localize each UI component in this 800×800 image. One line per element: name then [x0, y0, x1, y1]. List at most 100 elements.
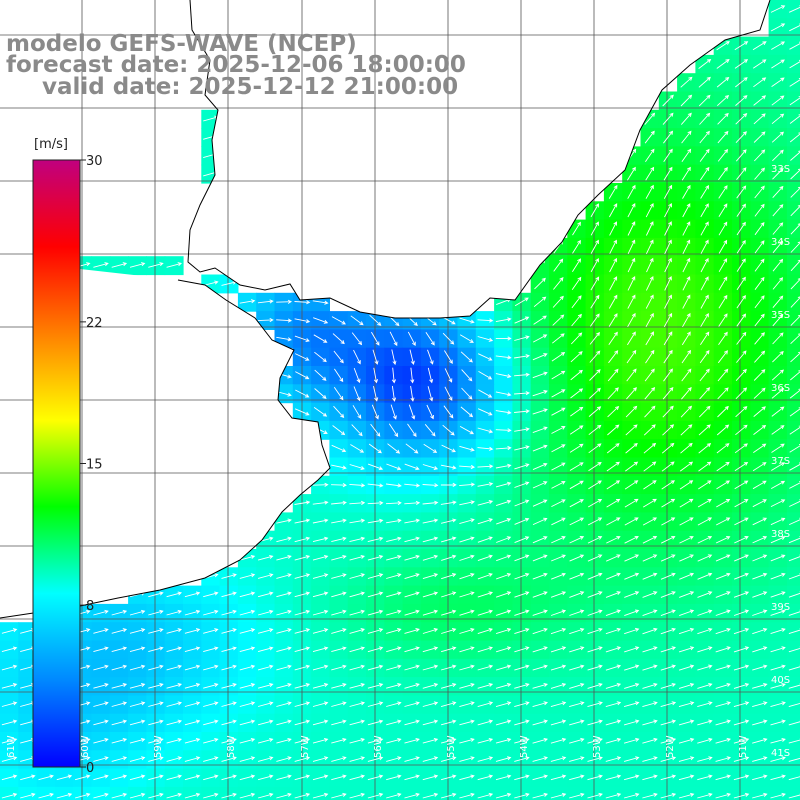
wind-arrow: [624, 480, 639, 490]
wind-arrow: [203, 646, 219, 653]
wind-arrow: [678, 646, 695, 653]
wind-arrow: [736, 313, 747, 327]
wind-arrow: [700, 185, 709, 199]
wind-arrow: [551, 554, 566, 562]
wind-arrow: [700, 239, 709, 254]
wind-arrow: [733, 682, 750, 689]
wind-arrow: [660, 646, 676, 653]
wind-arrow: [717, 350, 728, 364]
wind-arrow: [349, 609, 365, 616]
wind-arrow: [404, 554, 420, 561]
wind-arrow: [664, 294, 672, 309]
wind-arrow: [111, 609, 128, 616]
wind-arrow: [534, 277, 546, 290]
wind-arrow: [733, 591, 750, 598]
wind-arrow: [74, 774, 91, 781]
wind-arrow: [367, 591, 384, 598]
wind-arrow: [624, 682, 640, 689]
wind-arrow: [404, 500, 421, 505]
wind-arrow: [754, 240, 765, 254]
wind-arrow: [551, 572, 566, 580]
wind-arrow: [682, 239, 691, 255]
wind-arrow: [645, 312, 654, 328]
wind-arrow: [239, 573, 256, 579]
wind-arrow: [682, 184, 691, 199]
wind-arrow: [570, 369, 583, 381]
wind-arrow: [148, 792, 164, 799]
wind-arrow: [697, 737, 713, 744]
wind-arrow: [331, 464, 347, 470]
wind-arrow: [422, 646, 439, 653]
wind-arrow: [367, 774, 384, 781]
wind-arrow: [590, 203, 599, 218]
wind-arrow: [111, 756, 128, 762]
wind-arrow: [93, 646, 109, 653]
wind-arrow: [645, 294, 654, 309]
wind-arrow: [716, 424, 730, 436]
wind-arrow: [788, 756, 800, 762]
wind-arrow: [404, 682, 420, 689]
wind-arrow: [770, 792, 786, 799]
wind-arrow: [608, 184, 618, 199]
wind-arrow: [477, 318, 494, 323]
wind-arrow: [645, 148, 655, 162]
wind-arrow: [790, 296, 800, 308]
wind-arrow: [588, 406, 602, 417]
lat-label: 39S: [771, 602, 790, 613]
wind-arrow: [331, 591, 347, 598]
wind-arrow: [645, 184, 654, 199]
wind-arrow: [440, 500, 457, 505]
wind-arrow: [410, 367, 415, 384]
wind-arrow: [752, 774, 768, 781]
wind-arrow: [605, 756, 622, 762]
wind-arrow: [788, 646, 800, 653]
wind-arrow: [495, 719, 512, 726]
wind-arrow: [294, 318, 311, 324]
wind-arrow: [642, 682, 658, 689]
wind-arrow: [367, 646, 384, 653]
wind-arrow: [459, 792, 475, 799]
wind-arrow: [333, 405, 345, 418]
wind-arrow: [514, 316, 530, 324]
wind-arrow: [680, 112, 692, 125]
wind-arrow: [312, 683, 329, 689]
wind-cell: [786, 567, 800, 587]
wind-arrow: [569, 609, 585, 616]
wind-arrow: [681, 349, 692, 364]
wind-arrow: [590, 294, 600, 309]
wind-arrow: [588, 461, 602, 472]
wind-arrow: [660, 572, 676, 580]
wind-arrow: [367, 463, 384, 471]
wind-arrow: [424, 424, 436, 437]
wind-arrow: [645, 166, 655, 181]
wind-arrow: [353, 386, 361, 402]
wind-arrow: [440, 774, 457, 781]
wind-arrow: [312, 646, 329, 653]
wind-arrow: [166, 628, 183, 634]
wind-arrow: [550, 774, 567, 781]
wind-arrow: [166, 774, 183, 781]
wind-arrow: [626, 349, 637, 364]
wind-arrow: [678, 682, 695, 689]
wind-arrow: [460, 406, 474, 418]
wind-arrow: [753, 113, 766, 125]
wind-arrow: [367, 554, 384, 561]
wind-arrow: [551, 426, 566, 434]
wind-arrow: [754, 276, 765, 290]
wind-arrow: [752, 627, 768, 635]
wind-arrow: [495, 481, 512, 488]
wind-arrow: [1, 737, 18, 744]
wind-arrow: [532, 408, 548, 415]
wind-arrow: [790, 223, 800, 235]
wind-arrow: [588, 387, 601, 399]
wind-cell: [786, 475, 800, 495]
wind-arrow: [550, 591, 567, 598]
wind-arrow: [532, 591, 548, 598]
wind-arrow: [459, 445, 475, 452]
wind-arrow: [754, 350, 766, 363]
wind-arrow: [459, 756, 475, 762]
wind-arrow: [203, 774, 219, 781]
wind-arrow: [752, 499, 767, 508]
wind-arrow: [771, 425, 785, 435]
wind-arrow: [605, 646, 622, 653]
